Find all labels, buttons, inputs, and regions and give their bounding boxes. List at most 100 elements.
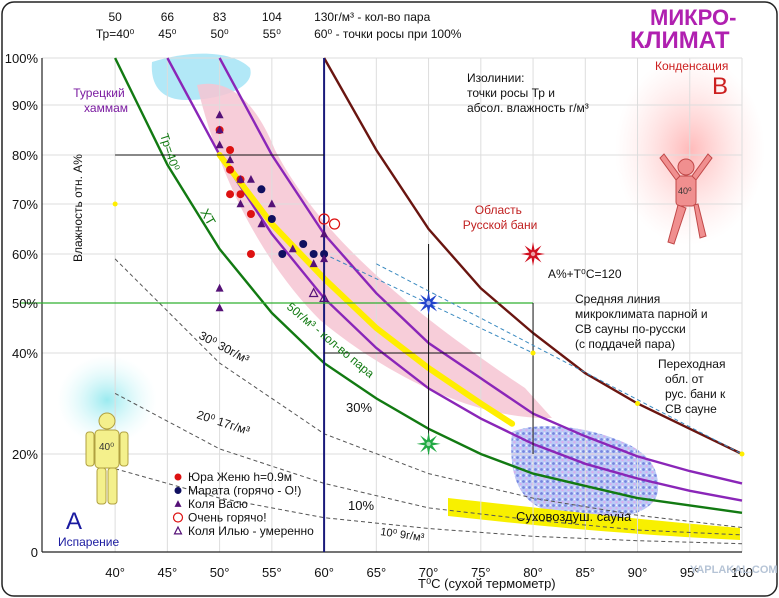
reference-lines	[20, 58, 745, 552]
ref-yellow-dot	[112, 201, 118, 207]
transition-line-3: рус. бани к	[665, 387, 726, 401]
x-tick-label: 95°	[680, 565, 700, 580]
condensation-person-icon	[659, 153, 713, 245]
pct10-label: 10%	[348, 498, 374, 513]
top-tick-tp: 45⁰	[158, 27, 176, 41]
ref-mean-ext-line	[376, 263, 743, 455]
turkish-line-1: Турецкий	[73, 86, 124, 100]
mean-line-2: микроклимата парной и	[575, 307, 708, 321]
title-line-1: МИКРО-	[650, 5, 736, 30]
mean-line-4: (с поддачей пара)	[575, 337, 675, 351]
y-tick-label: 90%	[12, 98, 38, 113]
point-series-3	[328, 218, 341, 230]
x-tick-label: 40°	[105, 565, 125, 580]
y-tick-label: 50%	[12, 296, 38, 311]
x-tick-label: 90°	[628, 565, 648, 580]
y-tick-label: 80%	[12, 148, 38, 163]
x-tick-label: 45°	[158, 565, 178, 580]
point-series-1	[257, 185, 266, 194]
point-series-2	[246, 175, 255, 183]
mean-line-1: Средняя линия	[575, 292, 660, 306]
legend-symbol	[172, 512, 184, 523]
point-series-2	[288, 244, 297, 253]
x-axis-ticks: 40° 45° 50° 55° 60° 65° 70° 75° 80° 85° 90° 95° 100	[105, 565, 753, 580]
point-series-2	[267, 199, 276, 208]
point-series-2	[215, 283, 224, 292]
point-series-2	[257, 219, 266, 228]
top-tick-tp: 55⁰	[263, 27, 281, 41]
evaporation-person-icon	[85, 412, 129, 505]
x-tick-label: 85°	[575, 565, 595, 580]
mean-line-note: Средняя линия микроклимата парной и СВ с…	[575, 292, 711, 351]
point-series-0	[246, 250, 255, 258]
condensation-label: Конденсация	[655, 59, 728, 73]
watermark: YAPLAKAL.COM	[690, 564, 778, 576]
sum120-note: A%+T⁰C=120	[548, 267, 622, 281]
russian-line-2: Русской бани	[463, 218, 538, 232]
legend-symbol	[173, 525, 183, 535]
condensation-letter: B	[712, 73, 728, 100]
top-tick-abs: 83	[213, 10, 227, 24]
point-series-1	[299, 240, 308, 248]
transition-line-4: СВ сауне	[665, 402, 717, 416]
point-series-0	[246, 210, 255, 218]
point-series-2	[215, 140, 224, 149]
legend-symbol	[174, 473, 182, 481]
point-series-2	[215, 125, 224, 134]
mean-line-3: СВ сауны по-русски	[575, 322, 686, 336]
x-tick-label: 70°	[419, 565, 439, 580]
point-series-2	[309, 259, 318, 268]
transition-line-1: Переходная	[658, 357, 725, 371]
x-tick-label: 100	[731, 565, 753, 580]
point-series-0	[236, 190, 245, 199]
isoline-curves	[114, 57, 743, 545]
top-tick-tp: 60⁰ - точки росы при 100%	[314, 27, 462, 41]
x-tick-label: 65°	[366, 565, 386, 580]
legend-symbol	[174, 500, 182, 507]
point-series-2	[320, 229, 329, 238]
special-marker-2-core	[426, 441, 431, 447]
isoline-1	[166, 57, 743, 502]
evaporation-glow	[57, 355, 157, 445]
top-tick-tp: 50⁰	[211, 27, 229, 41]
point-series-0	[226, 190, 235, 199]
transition-line-2: обл. от	[665, 372, 704, 386]
evaporation-letter: A	[66, 508, 82, 535]
mean-microclimate-line	[216, 152, 516, 427]
y-tick-label: 20%	[12, 447, 38, 462]
point-series-0	[226, 146, 235, 154]
y-tick-label: 40%	[12, 346, 38, 361]
turkish-line-2: хаммам	[84, 101, 128, 115]
special-marker-1-core	[426, 300, 431, 306]
legend-label: Очень горячо!	[188, 511, 267, 525]
evaporation-person-temp: 40⁰	[99, 442, 114, 453]
isoline-2	[218, 57, 743, 485]
point-series-1	[320, 250, 329, 258]
x-tick-label: 75°	[471, 565, 491, 580]
transition-note: Переходная обл. от рус. бани к СВ сауне	[658, 357, 729, 416]
isoline-6	[114, 468, 743, 545]
top-tick-abs: 50	[108, 10, 122, 24]
point-series-4	[319, 292, 330, 302]
evaporation-label: Испарение	[58, 535, 119, 549]
isoline-4	[114, 258, 743, 528]
y-tick-label: 70%	[12, 197, 38, 212]
x-axis-label: T⁰C (сухой термометр)	[418, 576, 556, 591]
point-series-2	[236, 175, 245, 183]
top-axis-ticks: 50 Тр=40⁰ 66 45⁰ 83 50⁰ 104 55⁰ 130г/м³ - кол-во…	[96, 10, 462, 41]
top-tick-abs: 130г/м³ - кол-во пара	[314, 10, 431, 24]
ref-yellow-dot	[635, 401, 641, 406]
point-series-1	[267, 215, 276, 223]
dry-sauna-label: Суховоздуш. сауна	[516, 509, 632, 524]
legend-symbol	[174, 487, 182, 494]
point-series-2	[215, 303, 224, 312]
condensation-person-temp: 40⁰	[678, 186, 692, 196]
pct30-label: 30%	[346, 400, 372, 415]
top-tick-abs: 104	[262, 10, 282, 24]
x-tick-label: 60°	[314, 565, 334, 580]
title-line-2: КЛИМАТ	[630, 27, 730, 54]
special-marker-0-core	[530, 251, 536, 257]
point-series-0	[226, 165, 235, 174]
